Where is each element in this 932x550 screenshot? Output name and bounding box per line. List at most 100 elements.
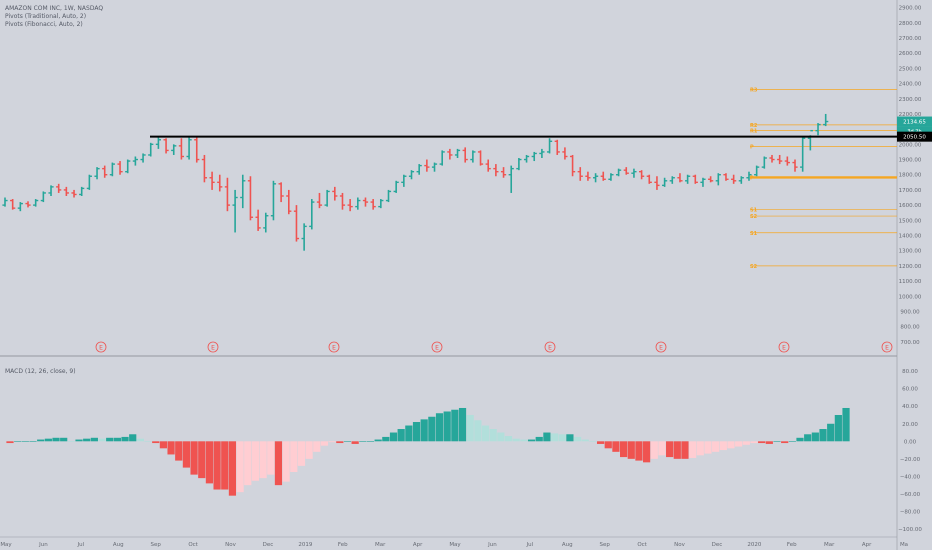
macd-bar bbox=[98, 438, 106, 442]
ohlc-bar bbox=[554, 139, 560, 155]
ohlc-bar bbox=[662, 177, 668, 187]
price-tick-label: 2600.00 bbox=[899, 51, 922, 57]
macd-tick-label: −60.00 bbox=[900, 492, 921, 498]
ohlc-bar bbox=[393, 180, 399, 193]
macd-bar bbox=[136, 438, 144, 442]
pivot-label: R2 bbox=[750, 123, 758, 129]
pivot-label: S2 bbox=[750, 264, 758, 270]
ohlc-bar bbox=[692, 174, 698, 184]
legend-pivots-fibonacci[interactable]: Pivots (Fibonacci, Auto, 2) bbox=[5, 21, 83, 28]
ohlc-bar bbox=[539, 148, 545, 159]
macd-bar bbox=[596, 441, 605, 444]
macd-bar bbox=[635, 441, 643, 461]
macd-bar bbox=[435, 413, 444, 442]
time-tick-label: Feb bbox=[338, 542, 348, 548]
ohlc-bar bbox=[700, 177, 706, 187]
macd-bar bbox=[121, 436, 129, 442]
time-tick-label: Aug bbox=[113, 542, 124, 548]
macd-bar bbox=[106, 437, 114, 442]
ohlc-bar bbox=[171, 144, 177, 155]
ohlc-bar bbox=[677, 173, 683, 183]
earnings-label: E bbox=[659, 344, 663, 351]
macd-bar bbox=[650, 441, 658, 459]
macd-bar bbox=[458, 407, 467, 442]
macd-bar bbox=[466, 414, 474, 442]
macd-bar bbox=[566, 434, 574, 442]
ohlc-bar bbox=[792, 159, 798, 172]
macd-bar bbox=[666, 441, 674, 458]
macd-bar bbox=[274, 441, 283, 486]
macd-bar bbox=[489, 429, 497, 442]
earnings-icon bbox=[328, 341, 340, 353]
ohlc-bar bbox=[255, 209, 261, 231]
macd-bar bbox=[604, 441, 612, 449]
macd-bar bbox=[788, 441, 796, 442]
ohlc-bar bbox=[493, 164, 499, 177]
macd-bar bbox=[236, 441, 244, 493]
macd-bar bbox=[267, 441, 275, 475]
macd-bar bbox=[251, 441, 260, 481]
legend-pivots-traditional[interactable]: Pivots (Traditional, Auto, 2) bbox=[5, 13, 87, 20]
price-tick-label: 2500.00 bbox=[899, 66, 922, 72]
time-tick-label: Nov bbox=[225, 542, 236, 548]
macd-bar bbox=[504, 436, 513, 442]
price-tick-label: 2800.00 bbox=[899, 21, 922, 27]
price-tick-label: 2700.00 bbox=[899, 36, 922, 42]
price-axis[interactable]: 700.00 800.00 900.00 1000.00 1100.00 1200.00 1… bbox=[897, 6, 932, 533]
price-tick-label: 1900.00 bbox=[899, 158, 922, 164]
ohlc-bar bbox=[531, 151, 537, 162]
ohlc-bar bbox=[186, 136, 192, 160]
ohlc-bar bbox=[823, 113, 829, 127]
macd-histogram[interactable] bbox=[6, 407, 850, 496]
earnings-label: E bbox=[782, 344, 786, 351]
time-tick-label: May bbox=[449, 542, 461, 548]
macd-bar bbox=[827, 423, 835, 442]
macd-bar bbox=[205, 441, 214, 484]
ohlc-bar bbox=[355, 197, 361, 210]
ohlc-bar bbox=[623, 167, 629, 175]
macd-tick-label: 0.00 bbox=[904, 439, 917, 445]
macd-bar bbox=[412, 422, 421, 442]
macd-bar bbox=[14, 441, 22, 442]
macd-bar bbox=[366, 441, 375, 442]
earnings-icon bbox=[207, 341, 219, 353]
ohlc-bar bbox=[324, 189, 330, 207]
ohlc-bar bbox=[715, 173, 721, 186]
earnings-icon bbox=[778, 341, 790, 353]
ohlc-bar bbox=[470, 150, 476, 163]
macd-bar bbox=[313, 441, 321, 452]
macd-bar bbox=[198, 441, 206, 479]
time-axis[interactable]: May Jun Jul Aug Sep Oct Nov Dec 2019 Feb Mar Apr May… bbox=[0, 542, 908, 548]
time-tick-label: Nov bbox=[674, 542, 685, 548]
ohlc-bar bbox=[416, 164, 422, 175]
earnings-label: E bbox=[332, 344, 336, 351]
time-tick-label: Sep bbox=[150, 542, 161, 548]
macd-bar bbox=[550, 433, 559, 442]
time-tick-label: Ma bbox=[900, 542, 908, 548]
macd-bar bbox=[643, 441, 651, 463]
ohlc-bar bbox=[125, 159, 131, 174]
price-bars[interactable] bbox=[2, 113, 897, 251]
ohlc-bar bbox=[247, 176, 254, 221]
legend-symbol[interactable]: AMAZON COM INC, 1W, NASDAQ bbox=[5, 5, 104, 12]
macd-bar bbox=[819, 429, 827, 442]
macd-bar bbox=[451, 409, 459, 442]
legend-macd[interactable]: MACD (12, 26, close, 9) bbox=[5, 368, 76, 375]
ohlc-bar bbox=[309, 199, 315, 230]
macd-bar bbox=[512, 438, 520, 442]
ohlc-bar bbox=[2, 197, 8, 207]
ohlc-bar bbox=[217, 174, 223, 192]
macd-bar bbox=[351, 441, 359, 444]
macd-bar bbox=[696, 441, 704, 456]
grid-lines bbox=[0, 0, 898, 550]
time-tick-label: Sep bbox=[599, 542, 610, 548]
last-price-label: 2134.65 bbox=[903, 120, 926, 126]
ohlc-bar bbox=[17, 202, 23, 212]
time-tick-label: Apr bbox=[862, 542, 872, 548]
ohlc-bar bbox=[293, 205, 300, 242]
ohlc-bar bbox=[723, 173, 729, 181]
macd-bar bbox=[405, 425, 413, 442]
